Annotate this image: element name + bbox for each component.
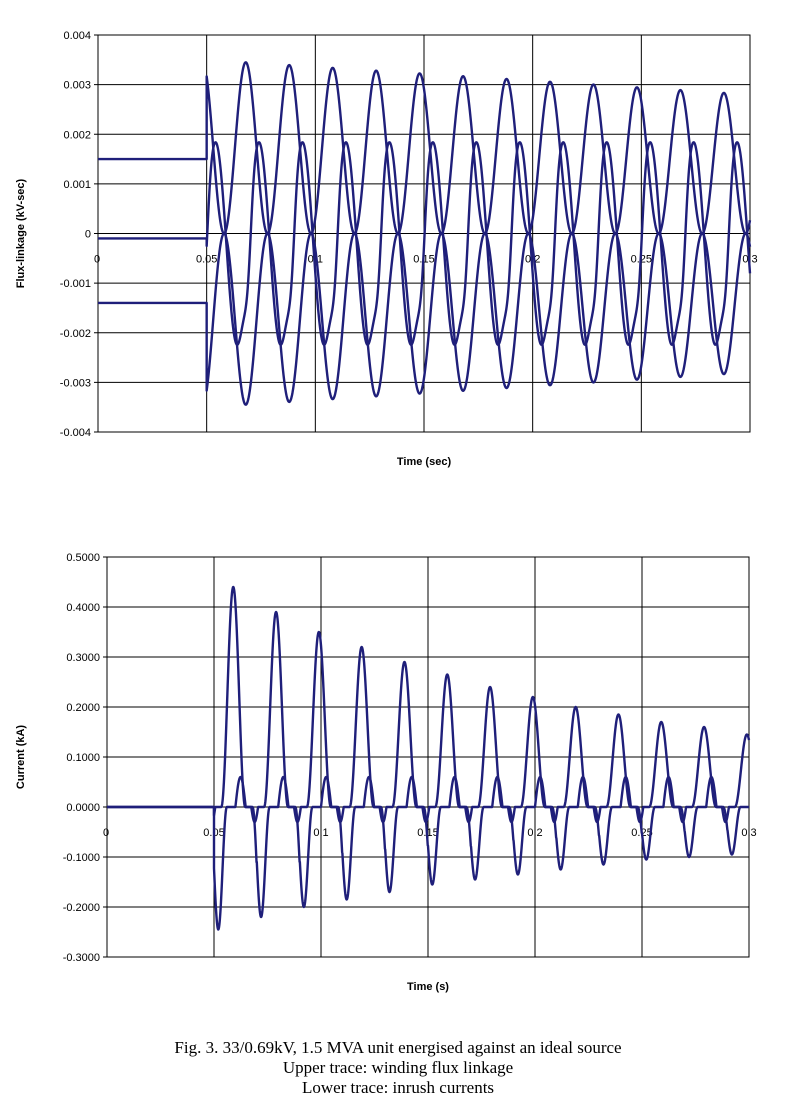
y-tick-label: -0.3000 xyxy=(63,952,100,964)
figure-caption-line-3: Lower trace: inrush currents xyxy=(301,1078,495,1097)
flux-series-line xyxy=(98,141,752,346)
y-tick-label: 0.003 xyxy=(63,80,91,92)
flux-linkage-chart: 0.0040.0030.0020.0010-0.001-0.002-0.003-… xyxy=(15,30,758,468)
y-tick-label: 0.5000 xyxy=(66,552,100,564)
x-tick-label: 0.05 xyxy=(196,254,217,266)
x-tick-label: 0 xyxy=(94,254,100,266)
y-tick-label: 0.1000 xyxy=(66,752,100,764)
y-axis-label: Flux-linkage (kV-sec) xyxy=(15,178,27,288)
y-tick-label: 0.004 xyxy=(63,30,91,42)
y-tick-label: 0.3000 xyxy=(66,652,100,664)
figure-caption-line-2: Upper trace: winding flux linkage xyxy=(282,1058,514,1077)
y-tick-label: -0.2000 xyxy=(63,902,100,914)
y-tick-label: -0.001 xyxy=(60,278,91,290)
y-tick-label: -0.002 xyxy=(60,328,91,340)
y-tick-label: -0.004 xyxy=(60,427,91,439)
y-tick-label: -0.1000 xyxy=(63,852,100,864)
x-axis-label: Time (s) xyxy=(407,981,449,993)
x-tick-label: 0 xyxy=(103,827,109,839)
x-tick-label: 0.2 xyxy=(527,827,542,839)
y-tick-label: 0 xyxy=(85,229,91,241)
x-tick-label: 0.3 xyxy=(741,827,756,839)
y-tick-label: 0.001 xyxy=(63,179,91,191)
plot-frame xyxy=(106,556,750,958)
current-series-line xyxy=(107,585,751,824)
x-axis-label: Time (sec) xyxy=(397,456,452,468)
figure-canvas: 0.0040.0030.0020.0010-0.001-0.002-0.003-… xyxy=(15,30,758,993)
y-tick-label: 0.2000 xyxy=(66,702,100,714)
inrush-current-chart: 0.5000 0.4000 0.3000 0.2000 0.1000 0.0000 -0.1… xyxy=(15,552,757,993)
y-tick-label: 0.4000 xyxy=(66,602,100,614)
y-axis-label: Current (kA) xyxy=(15,725,27,790)
y-tick-label: -0.003 xyxy=(60,377,91,389)
current-series-line xyxy=(107,775,750,931)
y-tick-label: 0.0000 xyxy=(66,802,100,814)
flux-series-line xyxy=(98,232,752,406)
x-tick-label: 0.1 xyxy=(313,827,328,839)
y-tick-label: 0.002 xyxy=(63,129,91,141)
plot-frame xyxy=(97,34,751,433)
figure-caption-line-1: Fig. 3. 33/0.69kV, 1.5 MVA unit energise… xyxy=(174,1038,622,1057)
